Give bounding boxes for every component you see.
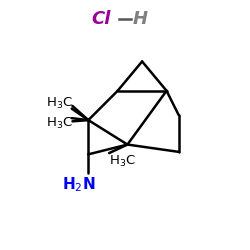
Text: Cl: Cl: [91, 10, 110, 28]
Text: H: H: [132, 10, 148, 28]
Text: H$_3$C: H$_3$C: [109, 154, 136, 169]
Text: H$_3$C: H$_3$C: [46, 96, 72, 110]
Text: H$_3$C: H$_3$C: [46, 116, 72, 131]
Text: H$_2$N: H$_2$N: [62, 175, 95, 194]
